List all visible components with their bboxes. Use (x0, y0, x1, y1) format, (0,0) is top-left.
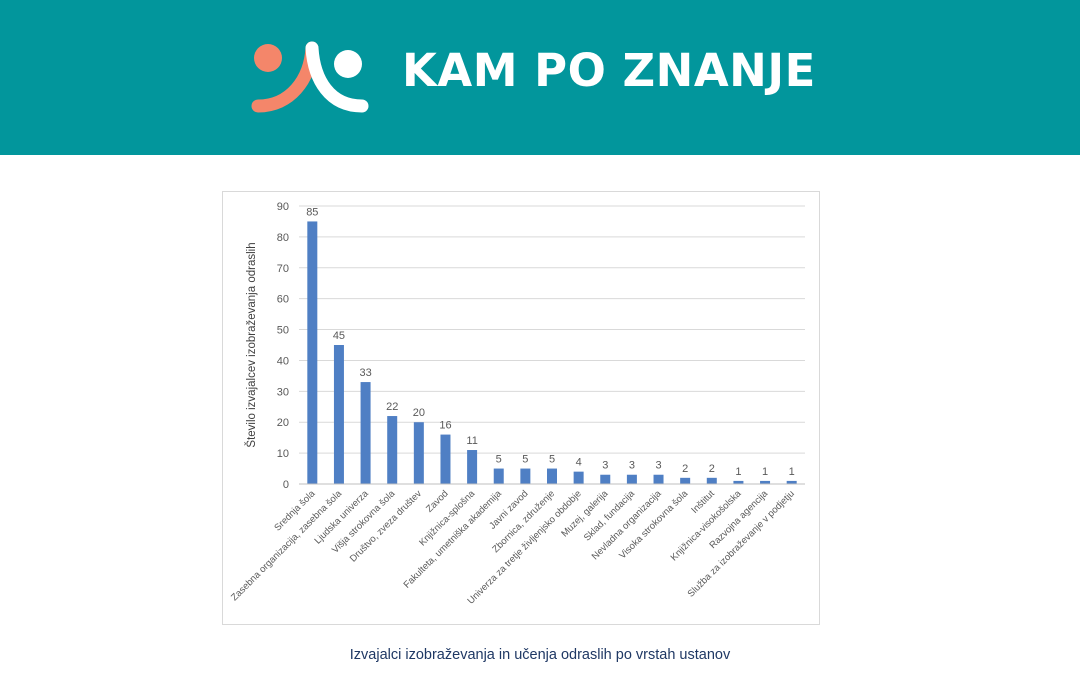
x-tick-label: Zasebna organizacija, zasebna šola (229, 488, 344, 603)
y-tick-label: 90 (277, 201, 289, 213)
header-banner: KAM PO ZNANJE (0, 0, 1080, 155)
data-label: 33 (359, 367, 371, 379)
data-label: 3 (655, 460, 661, 472)
y-axis-label: Število izvajalcev izobraževanja odrasli… (245, 242, 258, 447)
data-label: 5 (496, 454, 502, 466)
data-label: 16 (439, 420, 451, 432)
data-label: 85 (306, 206, 318, 218)
bar (600, 474, 611, 484)
bar (573, 471, 584, 484)
bar (706, 477, 717, 484)
data-label: 4 (576, 457, 582, 469)
bar (733, 480, 744, 484)
y-tick-label: 10 (277, 448, 289, 460)
data-label: 22 (386, 401, 398, 413)
bar (653, 474, 664, 484)
bar (360, 382, 371, 484)
y-tick-label: 70 (277, 263, 289, 275)
chart-caption: Izvajalci izobraževanja in učenja odrasl… (349, 647, 731, 663)
y-tick-label: 50 (277, 325, 289, 337)
bar-chart: 0 10 20 30 40 50 60 70 80 90 Število izvajalcev iz… (229, 201, 805, 607)
data-label: 1 (789, 466, 795, 478)
bar (440, 434, 451, 484)
data-label: 11 (466, 435, 477, 447)
bar (493, 468, 504, 484)
y-tick-label: 20 (277, 417, 289, 429)
data-label: 5 (522, 454, 528, 466)
bar (307, 221, 318, 484)
data-label: 20 (413, 407, 425, 419)
y-tick-label: 60 (277, 294, 289, 306)
data-label: 3 (602, 460, 608, 472)
bar (547, 468, 557, 484)
bar (786, 480, 797, 484)
y-tick-label: 80 (277, 232, 289, 244)
bar (387, 416, 398, 484)
bar (760, 480, 771, 484)
y-tick-label: 0 (283, 479, 289, 491)
bar (413, 422, 424, 484)
data-label: 5 (549, 454, 555, 466)
data-label: 45 (333, 330, 345, 342)
bar (626, 474, 637, 484)
data-label: 1 (762, 466, 768, 478)
data-label: 2 (682, 463, 688, 475)
data-label: 1 (735, 466, 741, 478)
chart-frame: 0 10 20 30 40 50 60 70 80 90 Število izvajalcev iz… (222, 191, 820, 625)
data-label: 3 (629, 460, 635, 472)
bar (467, 450, 478, 484)
bar (680, 477, 691, 484)
y-tick-label: 30 (277, 386, 289, 398)
bar (333, 345, 344, 484)
bar (520, 468, 531, 484)
brand-title: KAM PO ZNANJE (402, 44, 816, 97)
y-tick-label: 40 (277, 355, 289, 367)
kam-po-znanje-logo-icon (251, 41, 369, 113)
data-label: 2 (709, 463, 715, 475)
